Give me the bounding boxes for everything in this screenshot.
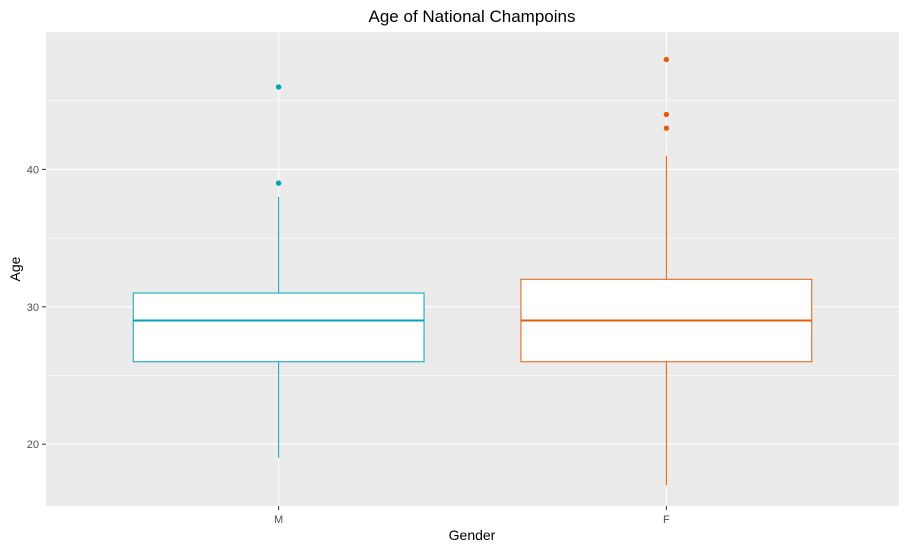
box-F <box>520 56 813 486</box>
axes: 20 30 40 M F <box>27 164 670 526</box>
box-M <box>132 84 425 458</box>
outlier-point <box>663 111 670 118</box>
y-tick-label: 40 <box>27 164 39 176</box>
y-axis-title: Age <box>7 256 23 281</box>
outlier-point <box>663 56 670 63</box>
outlier-point <box>663 125 670 131</box>
panel-background <box>46 32 899 506</box>
y-tick-label: 30 <box>27 302 39 314</box>
x-tick-label: M <box>274 514 283 526</box>
iqr-box <box>132 292 425 363</box>
x-axis-title: Gender <box>449 527 496 543</box>
outlier-point <box>275 84 282 90</box>
chart-title: Age of National Champoins <box>369 7 576 26</box>
outlier-point <box>275 180 282 186</box>
y-tick-label: 20 <box>27 439 39 451</box>
boxes <box>132 56 813 486</box>
x-tick-label: F <box>663 514 670 526</box>
